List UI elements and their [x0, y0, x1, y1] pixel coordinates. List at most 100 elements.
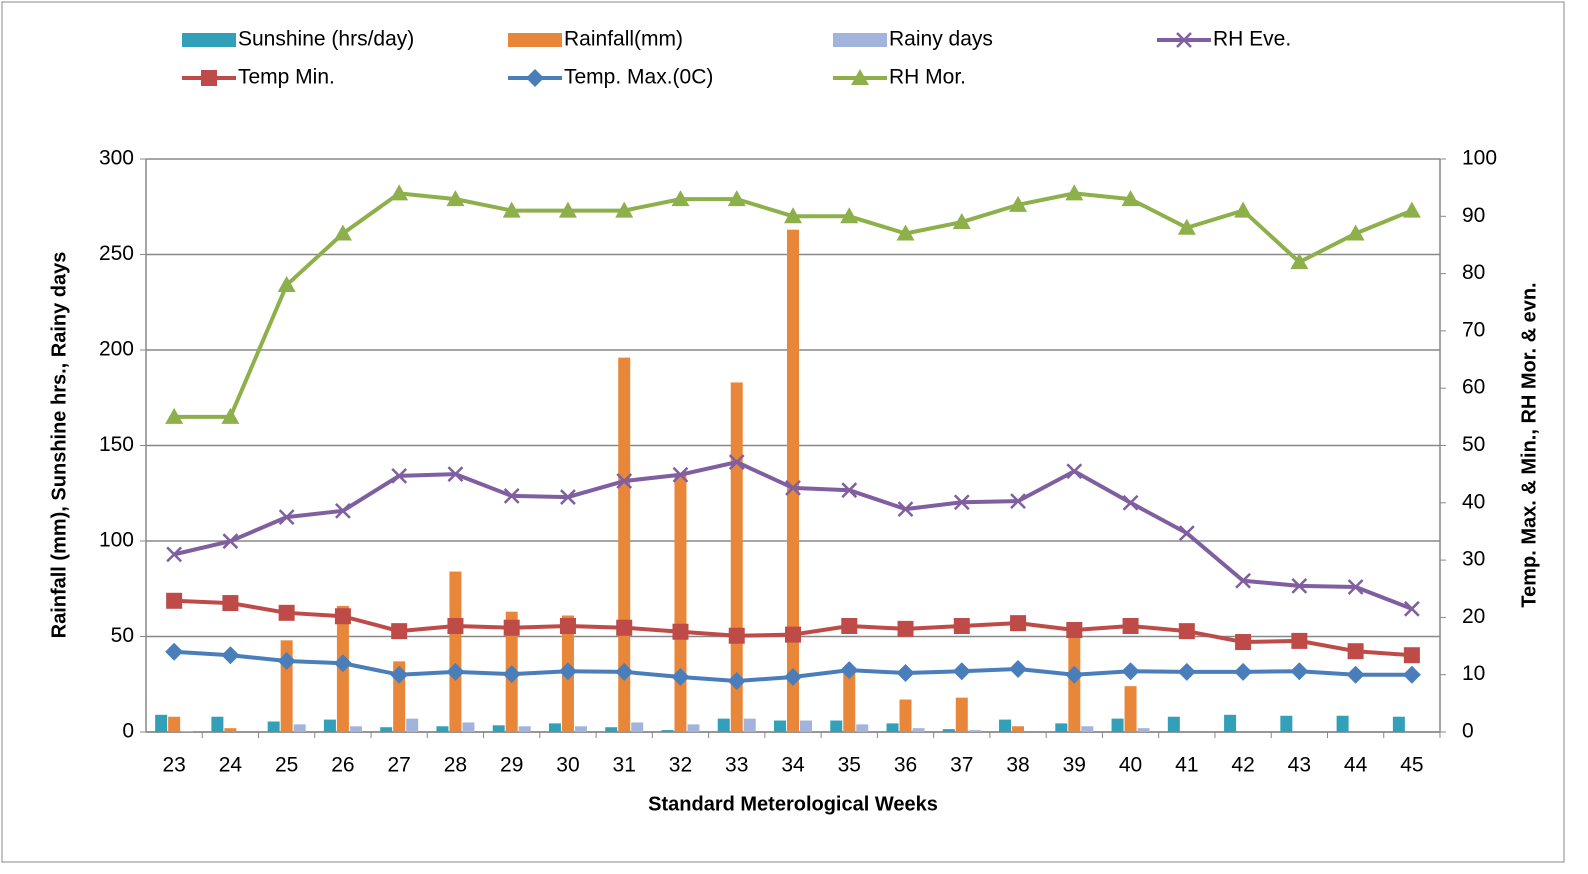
line-marker [1065, 665, 1084, 684]
x-tick-label: 42 [1231, 754, 1254, 777]
line-marker [277, 651, 296, 670]
legend-marker [851, 69, 869, 85]
bar [605, 727, 618, 732]
line-marker [615, 201, 634, 218]
line-marker [222, 595, 239, 612]
y2-tick-label: 80 [1462, 261, 1485, 284]
bar [687, 724, 700, 732]
bar [886, 723, 899, 732]
line-marker [1009, 195, 1028, 212]
x-tick-label: 34 [781, 754, 805, 777]
legend-marker [201, 70, 217, 86]
bar [1336, 715, 1349, 732]
line-marker [446, 190, 465, 207]
bar [449, 571, 462, 732]
line-marker [1403, 647, 1420, 664]
bar [1055, 723, 1068, 732]
line-marker [1234, 201, 1253, 218]
line-marker [953, 617, 970, 634]
line-marker [335, 502, 351, 519]
y2-tick-label: 70 [1462, 318, 1485, 341]
line-marker [727, 190, 746, 207]
legend-swatch [833, 33, 887, 47]
y-tick-label: 100 [99, 529, 134, 552]
bar [968, 730, 981, 732]
line-marker [446, 662, 465, 681]
line-marker [897, 620, 914, 637]
line-marker [785, 626, 801, 643]
line-marker [277, 276, 296, 293]
line-marker [1235, 634, 1252, 651]
y2-tick-label: 30 [1462, 548, 1485, 571]
legend-label: Rainfall(mm) [564, 28, 683, 51]
line-marker [502, 201, 521, 218]
line-marker [333, 654, 352, 673]
bar [674, 474, 687, 732]
bar [181, 731, 194, 732]
bar [1280, 715, 1293, 732]
line-marker [784, 207, 802, 224]
y-tick-label: 0 [122, 720, 134, 743]
line-marker [1234, 662, 1253, 681]
line-marker [1066, 622, 1083, 639]
line-marker [840, 207, 859, 224]
line-marker [1291, 632, 1308, 649]
line-marker [840, 661, 859, 680]
line-marker [952, 662, 971, 681]
line-marker [1010, 493, 1026, 509]
legend-label: Sunshine (hrs/day) [238, 28, 414, 51]
bar [856, 724, 869, 732]
bar [955, 697, 968, 732]
line-marker [896, 663, 915, 682]
line-marker [503, 488, 520, 504]
line-marker [391, 467, 408, 484]
line-marker [1177, 662, 1196, 681]
line-marker [1290, 662, 1309, 681]
y2-tick-label: 10 [1462, 662, 1485, 685]
line-marker [1347, 643, 1364, 660]
bar [1167, 716, 1180, 732]
bar [211, 716, 224, 732]
legend-marker [1176, 32, 1192, 48]
line-marker [222, 533, 239, 550]
y-tick-label: 200 [99, 338, 134, 361]
line-marker [953, 494, 970, 511]
line-marker [728, 627, 745, 644]
x-tick-label: 26 [331, 754, 354, 777]
x-tick-label: 43 [1288, 754, 1311, 777]
x-tick-label: 35 [838, 754, 861, 777]
line-marker [1178, 525, 1195, 542]
bar [548, 723, 561, 732]
line-marker [1347, 579, 1364, 595]
bar [1111, 718, 1124, 732]
x-tick-label: 28 [444, 754, 467, 777]
line-marker [1122, 494, 1139, 511]
x-tick-label: 33 [725, 754, 748, 777]
bar [1224, 714, 1237, 732]
x-tick-label: 31 [613, 754, 636, 777]
bar [830, 720, 843, 732]
y-tick-label: 300 [99, 147, 134, 170]
bar [618, 357, 631, 732]
line-marker [671, 190, 690, 207]
line-marker [1346, 665, 1365, 684]
line-marker [1402, 201, 1421, 218]
legend-label: RH Mor. [889, 66, 966, 89]
x-tick-label: 38 [1006, 754, 1029, 777]
line-marker [841, 617, 858, 634]
bar [323, 719, 336, 732]
line-marker [165, 642, 184, 661]
x-tick-label: 25 [275, 754, 298, 777]
legend-label: Temp Min. [238, 66, 335, 89]
line-marker [727, 672, 746, 691]
bar [912, 728, 925, 732]
line-marker [1177, 218, 1196, 235]
bar [730, 382, 743, 732]
line-marker [1009, 659, 1028, 678]
bar [518, 726, 531, 732]
line-marker [166, 546, 183, 563]
x-tick-label: 37 [950, 754, 973, 777]
line-marker [221, 646, 240, 665]
x-tick-label: 40 [1119, 754, 1142, 777]
